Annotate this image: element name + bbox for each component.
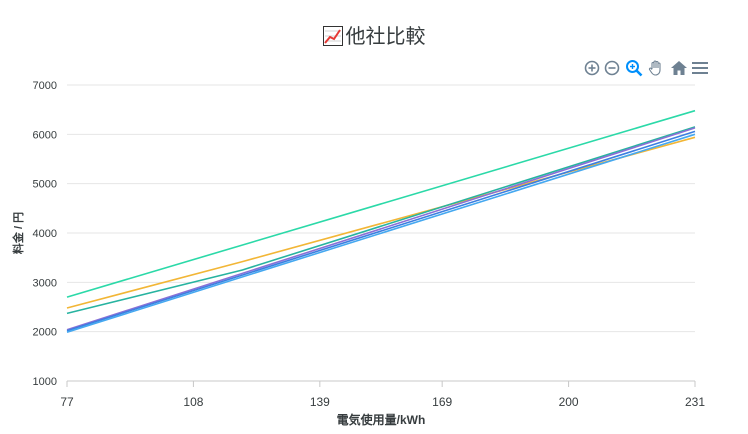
y-tick-label: 1000 [33,376,57,388]
y-axis-title: 料金 / 円 [11,212,25,254]
home-icon[interactable] [669,58,689,78]
y-tick-label: 6000 [33,129,57,141]
chart-title-wrap: 他社比較 [0,20,748,49]
x-tick-label: 200 [559,395,579,409]
series-line-1[interactable] [66,109,696,298]
series-lines [66,109,696,333]
selection-zoom-icon[interactable] [624,58,644,78]
x-tick-label: 108 [183,395,203,409]
series-line-4[interactable] [66,127,696,331]
y-tick-label: 5000 [33,179,57,191]
x-tick-label: 77 [60,395,74,409]
chart-increasing-icon [322,26,343,46]
axes: 1000 2000 3000 4000 5000 6000 7000 77 108 139 169 2… [11,80,705,427]
y-tick-label: 2000 [33,327,57,339]
y-tick-label: 7000 [33,80,57,92]
y-tick-label: 3000 [33,277,57,289]
zoom-out-icon[interactable] [602,58,622,78]
chart-title: 他社比較 [345,24,426,48]
zoom-in-icon[interactable] [582,58,602,78]
x-tick-label: 139 [310,395,330,409]
y-tick-label: 4000 [33,228,57,240]
x-axis-title: 電気使用量/kWh [337,412,426,427]
series-line-6[interactable] [66,133,696,333]
pan-icon[interactable] [646,58,666,78]
x-tick-label: 231 [685,395,705,409]
series-line-5[interactable] [66,130,696,332]
menu-icon[interactable] [690,58,710,78]
x-tick-label: 169 [432,395,452,409]
series-line-3[interactable] [66,126,696,315]
